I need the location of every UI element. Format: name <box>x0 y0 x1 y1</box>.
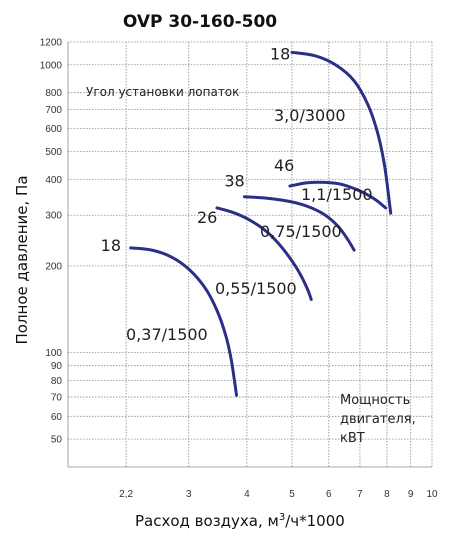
y-tick-label: 200 <box>45 261 62 272</box>
annotation-blade-angle: Угол установки лопаток <box>86 85 239 99</box>
motor-power-label: 0,37/1500 <box>126 325 208 344</box>
y-tick-label: 80 <box>51 376 63 387</box>
x-tick-label: 5 <box>289 489 295 500</box>
chart-title: OVP 30-160-500 <box>123 12 277 32</box>
curve-series-5 <box>290 50 393 215</box>
y-tick-label: 50 <box>51 435 63 446</box>
x-axis-ticks: 2,2 3 4 5 6 7 8 9 10 <box>119 489 438 500</box>
grid <box>67 41 433 468</box>
x-axis-title-tail: /ч*1000 <box>285 512 345 530</box>
blade-angle-label: 38 <box>224 172 244 191</box>
y-tick-label: 800 <box>45 88 62 99</box>
motor-power-label: 3,0/3000 <box>274 106 346 125</box>
y-tick-label: 400 <box>45 175 62 186</box>
x-tick-label: 8 <box>384 489 390 500</box>
x-tick-label: 4 <box>244 489 250 500</box>
y-tick-label: 90 <box>51 361 63 372</box>
legend-note-line: Мощность <box>340 393 410 408</box>
x-axis-title-main: Расход воздуха, м <box>135 512 279 530</box>
y-tick-label: 300 <box>45 211 62 222</box>
legend-note: Мощность двигателя, кВТ <box>340 393 416 446</box>
legend-note-line: двигателя, <box>340 412 416 427</box>
y-tick-label: 700 <box>45 105 62 116</box>
x-tick-label: 10 <box>426 489 438 500</box>
curve-series-3 <box>242 195 356 252</box>
y-tick-label: 600 <box>45 124 62 135</box>
y-axis-title: Полное давление, Па <box>13 175 31 344</box>
x-tick-label: 7 <box>357 489 363 500</box>
blade-angle-label: 26 <box>197 208 217 227</box>
y-axis-ticks: 1200 1000 800 700 600 500 400 300 200 100 90 80 70 60… <box>40 38 63 446</box>
x-tick-label: 6 <box>326 489 332 500</box>
curve-series-4 <box>288 180 388 210</box>
x-tick-label: 3 <box>186 489 192 500</box>
x-axis-title: Расход воздуха, м3/ч*1000 <box>135 512 345 530</box>
curve-series-2 <box>215 206 313 301</box>
motor-power-label: 0,75/1500 <box>260 222 342 241</box>
y-tick-label: 100 <box>45 348 62 359</box>
y-tick-label: 70 <box>51 393 63 404</box>
x-tick-label: 9 <box>408 489 414 500</box>
blade-angle-label: 18 <box>270 44 290 63</box>
motor-power-label: 1,1/1500 <box>301 185 373 204</box>
x-axis-title-sup: 3 <box>279 512 285 523</box>
y-tick-label: 500 <box>45 147 62 158</box>
curves <box>129 50 393 397</box>
y-tick-label: 1000 <box>40 60 63 71</box>
curve-series-1 <box>129 246 238 397</box>
x-tick-label: 2,2 <box>119 489 133 500</box>
y-tick-label: 1200 <box>40 38 63 49</box>
motor-power-label: 0,55/1500 <box>215 279 297 298</box>
blade-angle-label: 46 <box>274 156 294 175</box>
legend-note-line: кВТ <box>340 431 365 446</box>
blade-angle-label: 18 <box>101 236 121 255</box>
curve-labels: 18 0,37/1500 26 0,55/1500 38 0,75/1500 46 1,1/1… <box>101 44 373 344</box>
y-tick-label: 60 <box>51 412 63 423</box>
